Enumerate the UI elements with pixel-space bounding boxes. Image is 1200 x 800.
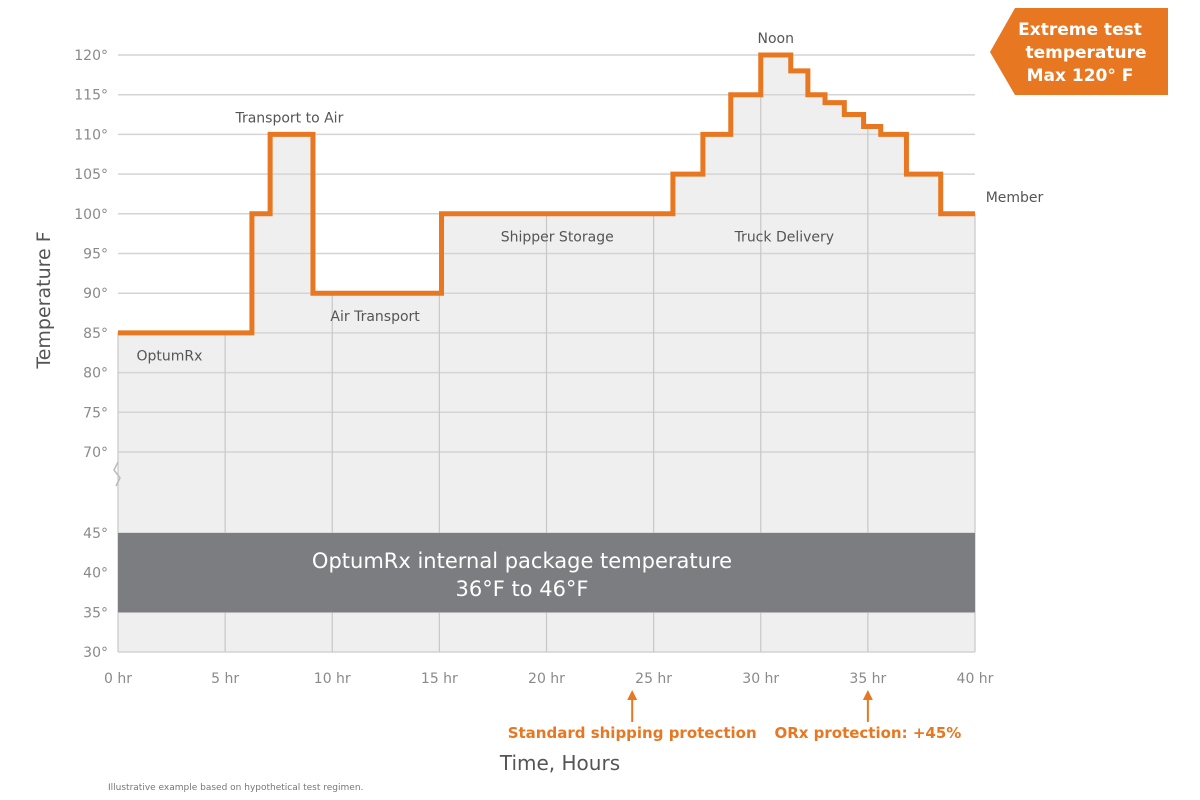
internal-temperature-band [118, 533, 975, 613]
y-tick-label: 85° [83, 326, 108, 342]
temperature-step-line [118, 52, 975, 336]
x-tick-label: 0 hr [104, 671, 132, 687]
y-tick-label: 70° [83, 445, 108, 461]
phase-label: Noon [758, 31, 794, 47]
callout-arrow-shape [990, 8, 1168, 95]
band-label-line-2: 36°F to 46°F [455, 577, 588, 601]
x-tick-label: 15 hr [421, 671, 458, 687]
phase-label: Shipper Storage [501, 230, 614, 246]
band-label-line-1: OptumRx internal package temperature [312, 549, 732, 573]
y-tick-label: 105° [74, 167, 108, 183]
phase-label: Member [986, 190, 1044, 206]
extreme-temperature-callout: Extreme test temperature Max 120° F [990, 8, 1168, 95]
footnote: Illustrative example based on hypothetic… [108, 783, 363, 793]
callout-line-1: Extreme test [1018, 20, 1142, 40]
phase-label: OptumRx [136, 349, 202, 365]
x-tick-label: 10 hr [314, 671, 351, 687]
y-tick-label: 120° [74, 48, 108, 64]
phase-label: Transport to Air [234, 110, 343, 126]
y-tick-label: 45° [83, 526, 108, 542]
annotation-label: Standard shipping protection [508, 724, 757, 742]
x-tick-label: 5 hr [211, 671, 239, 687]
y-tick-label: 40° [83, 566, 108, 582]
x-axis-title: Time, Hours [499, 751, 620, 775]
y-tick-label: 35° [83, 605, 108, 621]
y-tick-label: 95° [83, 247, 108, 263]
y-tick-label: 100° [74, 207, 108, 223]
annotation-arrow-head-icon [862, 690, 873, 700]
x-tick-label: 20 hr [528, 671, 565, 687]
y-tick-label: 110° [74, 127, 108, 143]
phase-label: Air Transport [330, 309, 420, 325]
annotation-arrow-head-icon [627, 690, 638, 700]
y-tick-label: 80° [83, 366, 108, 382]
x-tick-label: 30 hr [742, 671, 779, 687]
x-tick-label: 25 hr [635, 671, 672, 687]
y-tick-label: 90° [83, 286, 108, 302]
callout-line-3: Max 120° F [1027, 66, 1134, 86]
phase-label: Truck Delivery [734, 230, 835, 246]
x-tick-label: 35 hr [849, 671, 886, 687]
y-tick-label: 30° [83, 645, 108, 661]
y-axis-title: Temperature F [33, 231, 55, 369]
y-tick-label: 75° [83, 405, 108, 421]
callout-line-2: temperature [1025, 43, 1146, 63]
axis-break-marker [113, 461, 121, 487]
y-tick-label: 115° [74, 88, 108, 104]
x-tick-label: 40 hr [957, 671, 994, 687]
annotation-label: ORx protection: +45% [774, 724, 961, 742]
